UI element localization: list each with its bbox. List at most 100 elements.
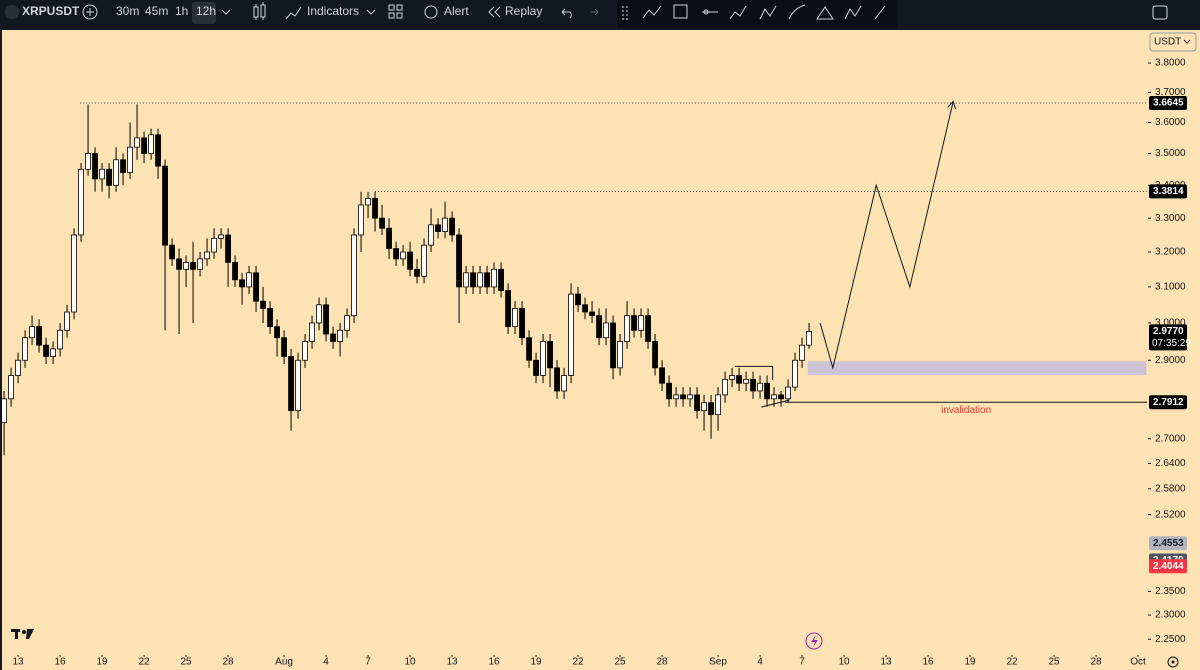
candle-body bbox=[701, 402, 707, 412]
price-tag bbox=[1149, 559, 1187, 574]
redo[interactable] bbox=[590, 8, 599, 16]
candle-body bbox=[99, 168, 105, 180]
price-tag-label: 2.9770 bbox=[1153, 326, 1184, 337]
currency[interactable]: USDT bbox=[1154, 37, 1181, 48]
price-tag-label: 2.4553 bbox=[1153, 538, 1184, 549]
indicators-icon bbox=[285, 6, 302, 20]
drawing bbox=[761, 399, 790, 408]
replay-button[interactable]: Replay bbox=[505, 4, 542, 18]
candle-body bbox=[225, 234, 231, 263]
candle-body bbox=[211, 237, 217, 253]
candle-body bbox=[78, 168, 84, 236]
flash-icon[interactable] bbox=[805, 632, 823, 650]
candle-body bbox=[106, 168, 112, 186]
candle-body bbox=[554, 367, 560, 392]
layout-button[interactable] bbox=[388, 4, 403, 19]
candle-body bbox=[71, 234, 77, 313]
x-tick-label: 10 bbox=[404, 657, 416, 668]
candle-body bbox=[316, 304, 322, 324]
candle-body bbox=[624, 315, 630, 342]
candle-body bbox=[239, 279, 245, 288]
y-tick-label: 2.3500 bbox=[1155, 586, 1186, 597]
candle-body bbox=[141, 137, 147, 154]
candle-body bbox=[799, 344, 805, 361]
y-tick-label: 3.5000 bbox=[1155, 148, 1186, 159]
candle-body bbox=[169, 244, 175, 260]
candle-body bbox=[421, 244, 427, 277]
y-tick-label: 3.7000 bbox=[1155, 87, 1186, 98]
x-tick-label: 25 bbox=[1048, 657, 1060, 668]
candle-body bbox=[729, 375, 735, 380]
candle-body bbox=[302, 341, 308, 361]
currency-menu[interactable] bbox=[1183, 39, 1191, 44]
candle-body bbox=[575, 293, 581, 306]
candle-body bbox=[64, 311, 70, 331]
interval-menu[interactable] bbox=[221, 9, 231, 15]
candle-body bbox=[519, 307, 525, 339]
candle-body bbox=[218, 234, 224, 239]
chart-type[interactable] bbox=[253, 2, 266, 20]
y-tick-label: 3.2000 bbox=[1155, 247, 1186, 258]
undo[interactable] bbox=[561, 8, 572, 19]
price-tag bbox=[1149, 95, 1187, 110]
x-tick-label: 25 bbox=[614, 657, 626, 668]
candle-body bbox=[435, 224, 441, 232]
countdown: 07:35:29 bbox=[1152, 338, 1191, 349]
candle-body bbox=[673, 394, 679, 400]
indicators-button[interactable]: Indicators bbox=[307, 4, 359, 18]
indicators-menu[interactable] bbox=[366, 9, 376, 15]
candle-body bbox=[246, 272, 252, 288]
tv-logo bbox=[11, 629, 34, 639]
drawing-tools[interactable] bbox=[622, 4, 886, 22]
x-tick-label: 10 bbox=[838, 657, 850, 668]
x-tick-label: 22 bbox=[1006, 657, 1018, 668]
candle-body bbox=[484, 272, 490, 288]
y-tick-label: 3.6000 bbox=[1155, 117, 1186, 128]
candle-body bbox=[407, 251, 413, 270]
interval[interactable]: 30m bbox=[116, 4, 139, 18]
symbol[interactable]: XRPUSDT bbox=[22, 4, 80, 18]
candle-body bbox=[92, 153, 98, 180]
add-symbol[interactable] bbox=[82, 4, 98, 20]
candle-body bbox=[43, 344, 49, 357]
x-tick-label: 25 bbox=[180, 657, 192, 668]
price-tag-label: 3.6645 bbox=[1153, 98, 1184, 109]
fullscreen[interactable] bbox=[1152, 5, 1168, 20]
x-tick-label: 28 bbox=[222, 657, 234, 668]
candle-body bbox=[512, 307, 518, 328]
candle-body bbox=[617, 341, 623, 369]
interval[interactable]: 45m bbox=[145, 4, 168, 18]
interval[interactable]: 12h bbox=[196, 4, 216, 18]
candle-body bbox=[491, 268, 497, 288]
candle-body bbox=[1, 398, 7, 424]
price-tag bbox=[1149, 395, 1187, 410]
candle-body bbox=[785, 386, 791, 400]
plot-background bbox=[2, 30, 1148, 670]
price-tag bbox=[1149, 324, 1187, 351]
candle-body bbox=[8, 375, 14, 400]
candle-body bbox=[379, 217, 385, 229]
candle-body bbox=[645, 315, 651, 342]
x-tick-label: 13 bbox=[880, 657, 892, 668]
candle-body bbox=[260, 300, 266, 309]
alert-icon bbox=[424, 5, 438, 19]
candle-body bbox=[267, 307, 273, 328]
y-tick-label: 3.8000 bbox=[1155, 58, 1186, 69]
y-tick-label: 2.9000 bbox=[1155, 355, 1186, 366]
currency-box[interactable] bbox=[1149, 32, 1197, 52]
price-tag bbox=[1149, 184, 1187, 199]
price-tag-label: 3.3814 bbox=[1153, 186, 1184, 197]
candle-body bbox=[680, 394, 686, 400]
candle-body bbox=[232, 261, 238, 281]
alert-button[interactable]: Alert bbox=[444, 4, 469, 18]
candle-body bbox=[15, 359, 21, 376]
candle-body bbox=[393, 248, 399, 260]
candle-body bbox=[337, 329, 343, 342]
settings-icon[interactable] bbox=[1167, 656, 1179, 668]
demand-zone bbox=[807, 361, 1147, 376]
interval[interactable]: 1h bbox=[175, 4, 188, 18]
candle-body bbox=[358, 204, 364, 236]
candle-body bbox=[498, 268, 504, 291]
candle-body bbox=[666, 382, 672, 400]
candle-body bbox=[36, 326, 42, 346]
